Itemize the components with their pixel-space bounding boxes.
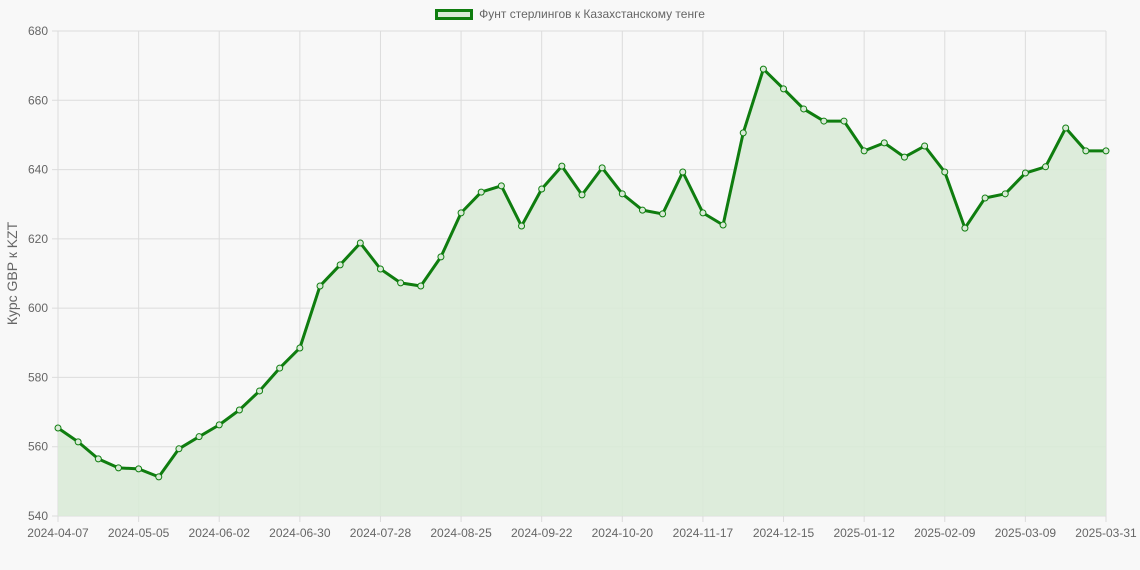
data-point — [578, 191, 586, 199]
data-point — [558, 162, 566, 170]
data-point — [618, 190, 626, 198]
data-point — [880, 139, 888, 147]
data-point — [1021, 169, 1029, 177]
data-point — [1001, 190, 1009, 198]
y-tick-label: 600 — [28, 301, 48, 315]
data-point — [195, 433, 203, 441]
y-tick-label: 640 — [28, 163, 48, 177]
x-tick-label: 2024-10-20 — [592, 526, 654, 540]
data-point — [840, 117, 848, 125]
x-tick-label: 2025-01-12 — [833, 526, 895, 540]
x-tick-label: 2024-06-30 — [269, 526, 331, 540]
x-tick-label: 2024-05-05 — [108, 526, 170, 540]
y-tick-label: 540 — [28, 509, 48, 523]
data-point — [175, 445, 183, 453]
y-tick-label: 620 — [28, 232, 48, 246]
data-point — [961, 224, 969, 232]
data-point — [538, 185, 546, 193]
x-tick-label: 2025-02-09 — [914, 526, 976, 540]
data-point — [497, 182, 505, 190]
x-tick-label: 2024-06-02 — [189, 526, 251, 540]
data-point — [921, 142, 929, 150]
x-tick-label: 2024-09-22 — [511, 526, 573, 540]
y-tick-label: 660 — [28, 93, 48, 107]
data-point — [316, 282, 324, 290]
x-tick-label: 2024-11-17 — [673, 526, 734, 540]
data-point — [54, 424, 62, 432]
x-tick-label: 2025-03-31 — [1075, 526, 1137, 540]
legend-label: Фунт стерлингов к Казахстанскому тенге — [479, 7, 705, 21]
data-point — [155, 473, 163, 481]
legend-swatch — [435, 8, 474, 20]
data-point — [235, 406, 243, 414]
data-point — [739, 129, 747, 137]
x-tick-label: 2024-12-15 — [753, 526, 815, 540]
data-point — [376, 265, 384, 273]
area-fill — [58, 69, 1106, 516]
data-point — [800, 105, 808, 113]
y-tick-label: 580 — [28, 370, 48, 384]
data-point — [941, 168, 949, 176]
x-tick-label: 2024-07-28 — [350, 526, 412, 540]
data-point — [356, 239, 364, 247]
data-point — [457, 209, 465, 217]
data-point — [659, 210, 667, 218]
data-point — [256, 387, 264, 395]
data-point — [336, 261, 344, 269]
data-point — [1102, 147, 1110, 155]
data-point — [518, 222, 526, 230]
legend[interactable]: Фунт стерлингов к Казахстанскому тенге — [0, 7, 1140, 21]
data-point — [215, 421, 223, 429]
x-tick-label: 2025-03-09 — [995, 526, 1057, 540]
data-point — [981, 194, 989, 202]
data-point — [417, 282, 425, 290]
data-point — [437, 253, 445, 261]
data-point — [276, 364, 284, 372]
y-tick-label: 680 — [28, 24, 48, 38]
data-point — [114, 464, 122, 472]
x-tick-label: 2024-08-25 — [430, 526, 492, 540]
y-tick-label: 560 — [28, 440, 48, 454]
data-point — [820, 117, 828, 125]
data-point — [759, 65, 767, 73]
x-tick-label: 2024-04-07 — [27, 526, 89, 540]
data-point — [74, 438, 82, 446]
data-point — [94, 455, 102, 463]
data-point — [477, 188, 485, 196]
data-point — [598, 164, 606, 172]
data-point — [1042, 163, 1050, 171]
data-point — [296, 344, 304, 352]
data-point — [638, 206, 646, 214]
data-point — [1062, 124, 1070, 132]
data-point — [397, 279, 405, 287]
data-point — [780, 85, 788, 93]
data-point — [900, 153, 908, 161]
data-point — [679, 168, 687, 176]
data-point — [860, 147, 868, 155]
data-point — [135, 465, 143, 473]
data-point — [719, 221, 727, 229]
data-point — [699, 209, 707, 217]
data-point — [1082, 147, 1090, 155]
y-axis-label: Курс GBP к KZT — [4, 221, 20, 325]
